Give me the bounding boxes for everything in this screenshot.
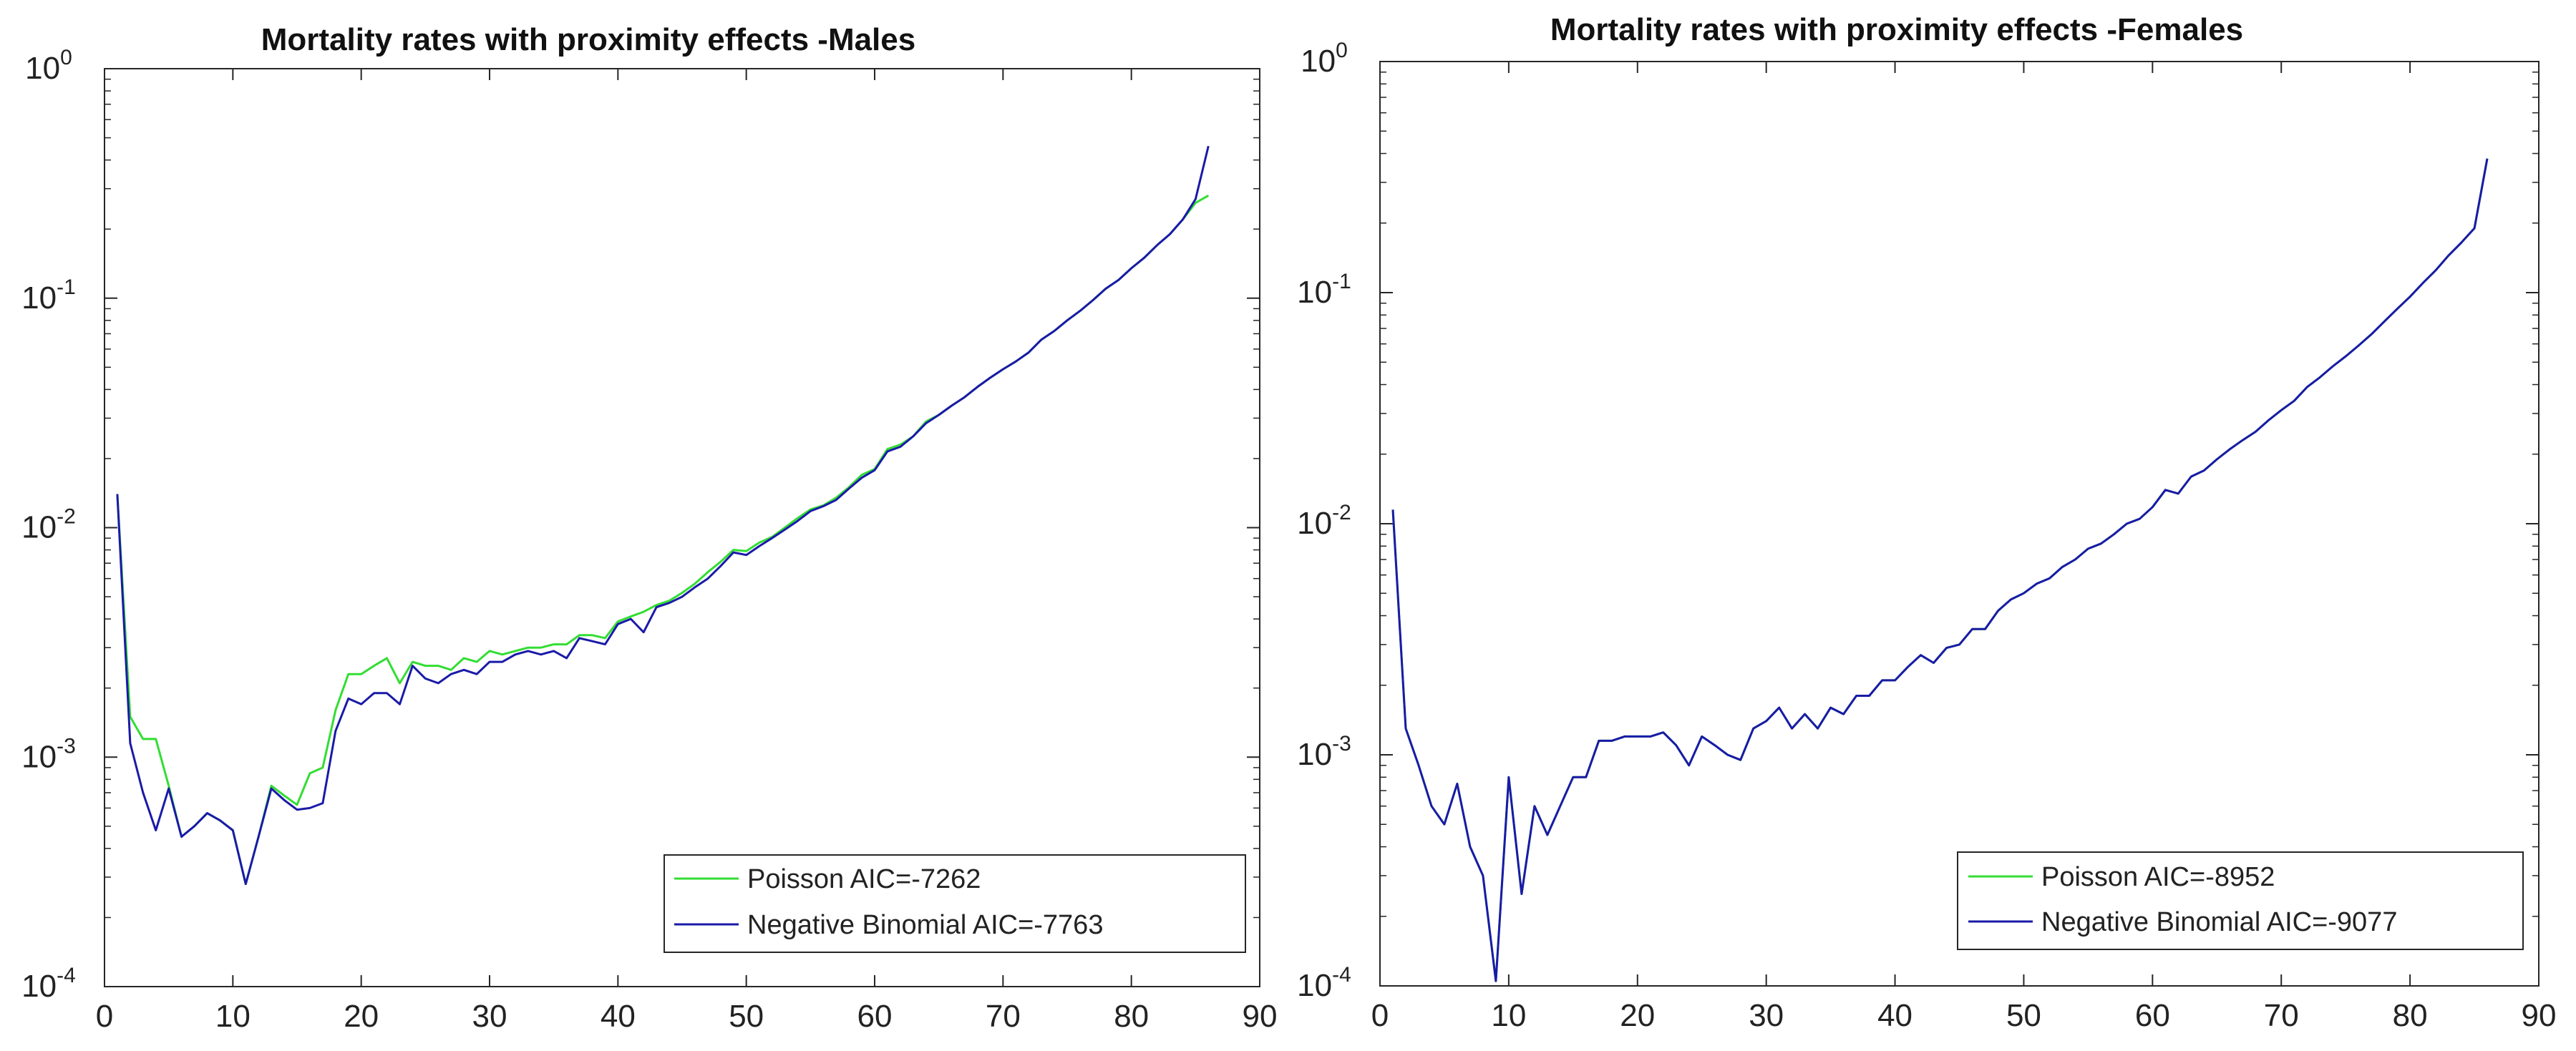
males-x-tick-label: 40 bbox=[601, 999, 636, 1034]
females-y-tick-base: 10 bbox=[1297, 737, 1332, 772]
females-y-tick-exponent: 0 bbox=[1336, 39, 1348, 62]
males-y-tick-label: 10-3 bbox=[21, 734, 76, 774]
females-y-tick-label: 100 bbox=[1301, 39, 1348, 79]
females-y-tick-exponent: -4 bbox=[1332, 963, 1351, 987]
females-y-tick-label: 10-1 bbox=[1297, 270, 1351, 310]
females-x-tick-label: 0 bbox=[1371, 998, 1389, 1033]
females-x-tick-label: 40 bbox=[1877, 998, 1912, 1033]
males-x-tick-label: 30 bbox=[472, 999, 507, 1034]
males-legend-box bbox=[664, 854, 1246, 953]
males-y-tick-base: 10 bbox=[21, 510, 57, 545]
males-chart: Mortality rates with proximity effects -… bbox=[21, 22, 1277, 1034]
males-x-tick-label: 60 bbox=[857, 999, 893, 1034]
males-y-tick-base: 10 bbox=[21, 280, 57, 316]
females-x-tick-label: 50 bbox=[2006, 998, 2041, 1033]
males-y-tick-base: 10 bbox=[21, 739, 57, 774]
males-y-tick-base: 10 bbox=[21, 969, 57, 1004]
males-y-tick-label: 10-4 bbox=[21, 964, 76, 1004]
females-chart-title: Mortality rates with proximity effects -… bbox=[1550, 12, 2243, 47]
males-series-line-negative-binomial bbox=[116, 145, 1210, 886]
females-legend-label-poisson: Poisson AIC=-8952 bbox=[2041, 862, 2275, 892]
females-legend-label-negative-binomial: Negative Binomial AIC=-9077 bbox=[2041, 907, 2397, 937]
females-y-tick-base: 10 bbox=[1297, 506, 1332, 541]
females-y-tick-base: 10 bbox=[1297, 968, 1332, 1003]
females-y-tick-base: 10 bbox=[1297, 275, 1332, 310]
males-legend-label-negative-binomial: Negative Binomial AIC=-7763 bbox=[747, 910, 1103, 940]
males-x-tick-label: 50 bbox=[729, 999, 764, 1034]
males-y-tick-label: 10-1 bbox=[21, 275, 76, 316]
females-y-tick-label: 10-4 bbox=[1297, 963, 1351, 1003]
females-y-tick-label: 10-2 bbox=[1297, 501, 1351, 541]
females-legend-box bbox=[1957, 851, 2524, 950]
females-x-tick-label: 70 bbox=[2264, 998, 2299, 1033]
females-y-tick-exponent: -2 bbox=[1332, 501, 1351, 524]
males-x-tick-label: 20 bbox=[344, 999, 379, 1034]
females-x-tick-label: 90 bbox=[2522, 998, 2557, 1033]
males-x-tick-label: 80 bbox=[1114, 999, 1149, 1034]
males-x-tick-label: 10 bbox=[215, 999, 251, 1034]
males-legend-label-poisson: Poisson AIC=-7262 bbox=[747, 864, 981, 894]
males-y-tick-exponent: -3 bbox=[57, 734, 76, 758]
males-x-tick-label: 90 bbox=[1243, 999, 1278, 1034]
males-y-tick-base: 10 bbox=[25, 51, 60, 86]
females-plot-area bbox=[1379, 61, 2539, 987]
females-legend: Poisson AIC=-8952 Negative Binomial AIC=… bbox=[1957, 851, 2524, 950]
females-y-tick-base: 10 bbox=[1301, 44, 1336, 79]
males-y-tick-exponent: 0 bbox=[60, 46, 72, 69]
females-x-tick-label: 80 bbox=[2393, 998, 2428, 1033]
females-x-tick-label: 20 bbox=[1620, 998, 1655, 1033]
females-x-tick-label: 10 bbox=[1491, 998, 1526, 1033]
males-y-tick-exponent: -4 bbox=[57, 964, 76, 987]
males-x-tick-label: 70 bbox=[986, 999, 1021, 1034]
females-series-lines bbox=[1391, 158, 2489, 982]
males-y-tick-label: 100 bbox=[25, 46, 72, 86]
males-x-axis: 0 10 20 30 40 50 60 70 80 90 bbox=[96, 69, 1278, 1034]
females-x-axis: 0 10 20 30 40 50 60 70 80 90 bbox=[1371, 62, 2557, 1033]
females-y-tick-exponent: -1 bbox=[1332, 270, 1351, 293]
females-chart: Mortality rates with proximity effects -… bbox=[1297, 12, 2556, 1033]
females-y-tick-label: 10-3 bbox=[1297, 732, 1351, 772]
males-x-tick-label: 0 bbox=[96, 999, 113, 1034]
females-series-line-negative-binomial bbox=[1391, 158, 2489, 982]
females-x-tick-label: 60 bbox=[2135, 998, 2170, 1033]
males-series-lines bbox=[116, 145, 1210, 886]
females-x-tick-label: 30 bbox=[1749, 998, 1784, 1033]
males-plot-area bbox=[104, 68, 1260, 987]
males-chart-title: Mortality rates with proximity effects -… bbox=[261, 22, 915, 57]
males-y-tick-exponent: -2 bbox=[57, 505, 76, 529]
males-y-tick-exponent: -1 bbox=[57, 275, 76, 299]
males-legend: Poisson AIC=-7262 Negative Binomial AIC=… bbox=[664, 854, 1246, 953]
females-y-tick-exponent: -3 bbox=[1332, 732, 1351, 756]
males-y-tick-label: 10-2 bbox=[21, 505, 76, 545]
